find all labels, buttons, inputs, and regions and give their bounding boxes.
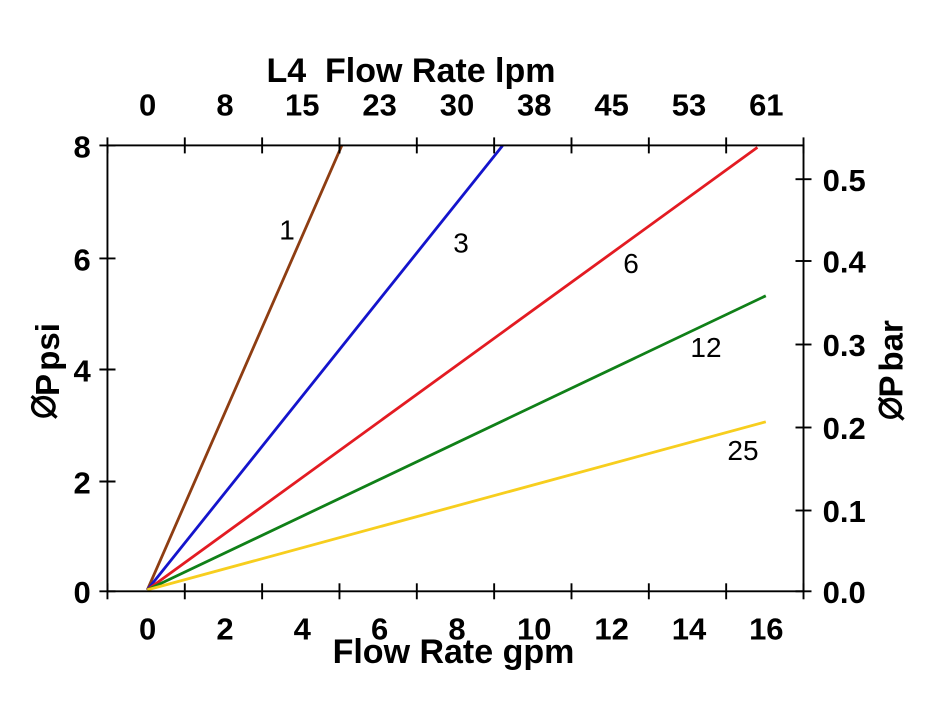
- svg-text:1: 1: [279, 215, 295, 246]
- svg-text:12: 12: [690, 332, 721, 363]
- svg-text:Flow Rate gpm: Flow Rate gpm: [333, 633, 575, 671]
- svg-text:38: 38: [517, 88, 551, 123]
- svg-text:0: 0: [73, 575, 90, 610]
- svg-text:25: 25: [727, 435, 758, 466]
- svg-text:6: 6: [623, 248, 639, 279]
- svg-text:10: 10: [517, 612, 551, 647]
- svg-text:2: 2: [216, 612, 233, 647]
- svg-text:0.0: 0.0: [823, 575, 866, 610]
- svg-text:61: 61: [749, 88, 783, 123]
- svg-text:45: 45: [594, 88, 628, 123]
- svg-text:bar: bar: [872, 320, 909, 372]
- svg-text:6: 6: [73, 242, 90, 277]
- svg-text:12: 12: [594, 612, 628, 647]
- svg-text:14: 14: [672, 612, 707, 647]
- svg-text:P: P: [872, 375, 909, 397]
- svg-text:15: 15: [285, 88, 319, 123]
- svg-text:4: 4: [294, 612, 312, 647]
- svg-text:8: 8: [448, 612, 465, 647]
- svg-text:0.2: 0.2: [823, 411, 866, 446]
- svg-text:53: 53: [672, 88, 706, 123]
- svg-text:8: 8: [73, 129, 90, 164]
- svg-text:P: P: [29, 374, 66, 396]
- svg-text:0.1: 0.1: [823, 494, 866, 529]
- svg-text:0: 0: [139, 88, 156, 123]
- svg-text:23: 23: [362, 88, 396, 123]
- svg-text:30: 30: [440, 88, 474, 123]
- svg-text:L4 Flow Rate lpm: L4 Flow Rate lpm: [266, 52, 555, 90]
- svg-text:6: 6: [371, 612, 388, 647]
- svg-text:0.5: 0.5: [823, 163, 866, 198]
- svg-text:psi: psi: [29, 323, 66, 371]
- svg-text:0.4: 0.4: [823, 245, 867, 280]
- svg-text:4: 4: [73, 353, 91, 388]
- svg-text:3: 3: [453, 228, 469, 259]
- svg-text:16: 16: [749, 612, 783, 647]
- svg-text:0: 0: [139, 612, 156, 647]
- svg-text:8: 8: [216, 88, 233, 123]
- svg-text:0.3: 0.3: [823, 328, 866, 363]
- svg-text:2: 2: [73, 465, 90, 500]
